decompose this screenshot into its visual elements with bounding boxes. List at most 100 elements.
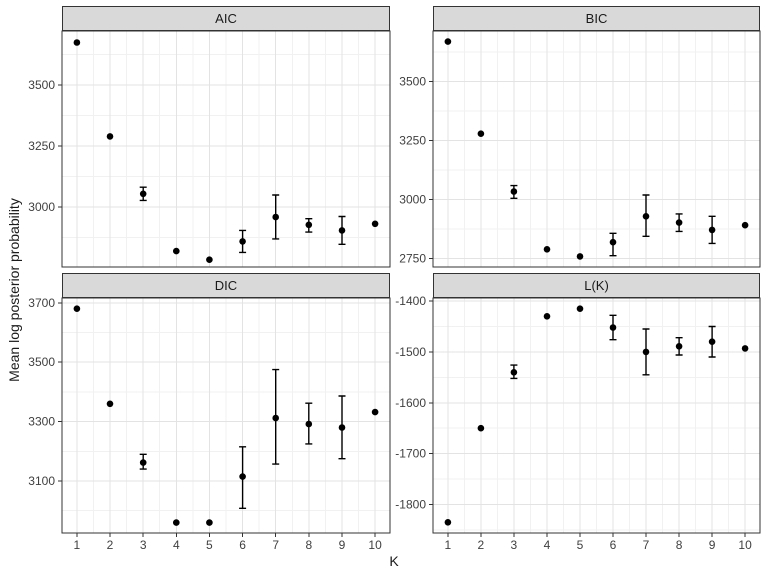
data-point bbox=[675, 219, 683, 226]
data-point bbox=[139, 459, 147, 466]
data-point bbox=[206, 256, 213, 264]
data-point bbox=[239, 473, 246, 480]
data-point bbox=[371, 220, 379, 228]
data-point bbox=[510, 188, 518, 195]
panel-border bbox=[432, 297, 761, 534]
facet-panel-lk: -1800 -1700 -1600 -1500 -1400 1 2 3 4 5 6 7 8 9 10 bbox=[395, 294, 761, 552]
data-point bbox=[444, 38, 452, 45]
y-tick-label: 3500 bbox=[399, 75, 426, 89]
data-point bbox=[106, 133, 114, 140]
data-point bbox=[609, 324, 617, 331]
x-tick-label: 8 bbox=[676, 538, 683, 552]
x-tick-label: 8 bbox=[305, 538, 312, 552]
data-point bbox=[173, 247, 180, 255]
data-point bbox=[543, 313, 551, 320]
x-tick-label: 3 bbox=[140, 538, 147, 552]
panel-grid bbox=[433, 31, 760, 267]
x-tick-label: 1 bbox=[445, 538, 452, 552]
x-tick-label: 6 bbox=[610, 538, 617, 552]
facet-strip-aic: AIC bbox=[62, 6, 390, 31]
y-tick-label: 3300 bbox=[28, 415, 55, 429]
facet-title-dic: DIC bbox=[214, 278, 238, 293]
y-axis-facet-panel-aic: 3000 3250 3500 bbox=[28, 78, 62, 214]
data-point bbox=[543, 246, 551, 253]
data-point bbox=[305, 420, 313, 428]
facet-title-aic: AIC bbox=[215, 11, 237, 26]
x-tick-label: 4 bbox=[173, 538, 180, 552]
y-axis-facet-panel-dic: 3100 3300 3500 3700 bbox=[28, 296, 62, 488]
data-points bbox=[73, 305, 379, 526]
y-tick-label: 2750 bbox=[399, 252, 426, 266]
y-tick-label: -1500 bbox=[395, 345, 426, 359]
panel-grid bbox=[62, 31, 390, 267]
x-tick-label: 9 bbox=[709, 538, 716, 552]
x-tick-label: 2 bbox=[478, 538, 485, 552]
data-point bbox=[675, 343, 683, 350]
x-tick-label: 5 bbox=[577, 538, 584, 552]
facet-strip-dic: DIC bbox=[62, 273, 390, 298]
x-axis-facet-panel-dic: 1 2 3 4 5 6 7 8 9 10 bbox=[74, 533, 382, 552]
y-tick-label: 3250 bbox=[399, 134, 426, 148]
data-point bbox=[371, 408, 379, 416]
x-axis-title: K bbox=[389, 553, 399, 569]
y-tick-label: -1800 bbox=[395, 498, 426, 512]
facet-strip-lk: L(K) bbox=[433, 273, 760, 298]
data-point bbox=[338, 227, 346, 234]
data-point bbox=[741, 221, 749, 229]
facet-panel-aic: 3000 3250 3500 bbox=[28, 30, 391, 268]
data-point bbox=[272, 213, 280, 221]
x-tick-label: 1 bbox=[74, 538, 81, 552]
x-tick-label: 7 bbox=[272, 538, 279, 552]
data-point bbox=[106, 400, 114, 408]
data-point bbox=[338, 424, 346, 431]
y-tick-label: 3700 bbox=[28, 296, 55, 310]
data-points bbox=[73, 39, 379, 264]
data-point bbox=[73, 39, 81, 46]
y-tick-label: 3000 bbox=[28, 200, 55, 214]
panel-border bbox=[61, 297, 391, 534]
panel-grid bbox=[433, 298, 760, 533]
panel-border bbox=[61, 30, 391, 268]
y-axis-facet-panel-bic: 2750 3000 3250 3500 bbox=[399, 75, 433, 266]
data-point bbox=[477, 130, 485, 137]
y-tick-label: -1400 bbox=[395, 294, 426, 308]
y-tick-label: 3500 bbox=[28, 355, 55, 369]
y-tick-label: -1700 bbox=[395, 447, 426, 461]
data-point bbox=[642, 348, 650, 356]
data-point bbox=[510, 369, 518, 376]
data-point bbox=[576, 305, 584, 313]
data-point bbox=[708, 338, 716, 346]
data-point bbox=[576, 253, 584, 260]
y-axis-facet-panel-lk: -1800 -1700 -1600 -1500 -1400 bbox=[395, 294, 433, 512]
data-point bbox=[741, 345, 749, 352]
x-tick-label: 3 bbox=[511, 538, 518, 552]
y-tick-label: 3000 bbox=[399, 193, 426, 207]
data-point bbox=[206, 519, 213, 526]
x-tick-label: 2 bbox=[107, 538, 114, 552]
x-tick-label: 5 bbox=[206, 538, 213, 552]
data-point bbox=[139, 190, 147, 198]
x-axis-facet-panel-lk: 1 2 3 4 5 6 7 8 9 10 bbox=[445, 533, 752, 552]
facet-title-bic: BIC bbox=[585, 11, 608, 26]
x-tick-label: 10 bbox=[368, 538, 382, 552]
data-point bbox=[477, 424, 485, 432]
y-tick-label: -1600 bbox=[395, 396, 426, 410]
data-point bbox=[444, 519, 452, 526]
panel-border bbox=[432, 30, 761, 268]
data-point bbox=[708, 226, 716, 234]
data-point bbox=[73, 305, 81, 313]
panel-grid bbox=[62, 298, 390, 533]
facet-strip-bic: BIC bbox=[433, 6, 760, 31]
x-tick-label: 4 bbox=[544, 538, 551, 552]
y-tick-label: 3500 bbox=[28, 78, 55, 92]
y-tick-label: 3100 bbox=[28, 474, 55, 488]
data-point bbox=[173, 519, 180, 526]
data-point bbox=[272, 414, 280, 422]
facet-panel-bic: 2750 3000 3250 3500 bbox=[399, 30, 761, 268]
data-points bbox=[444, 305, 749, 526]
y-tick-label: 3250 bbox=[28, 139, 55, 153]
x-tick-label: 10 bbox=[738, 538, 752, 552]
data-point bbox=[305, 221, 313, 229]
data-point bbox=[642, 213, 650, 220]
